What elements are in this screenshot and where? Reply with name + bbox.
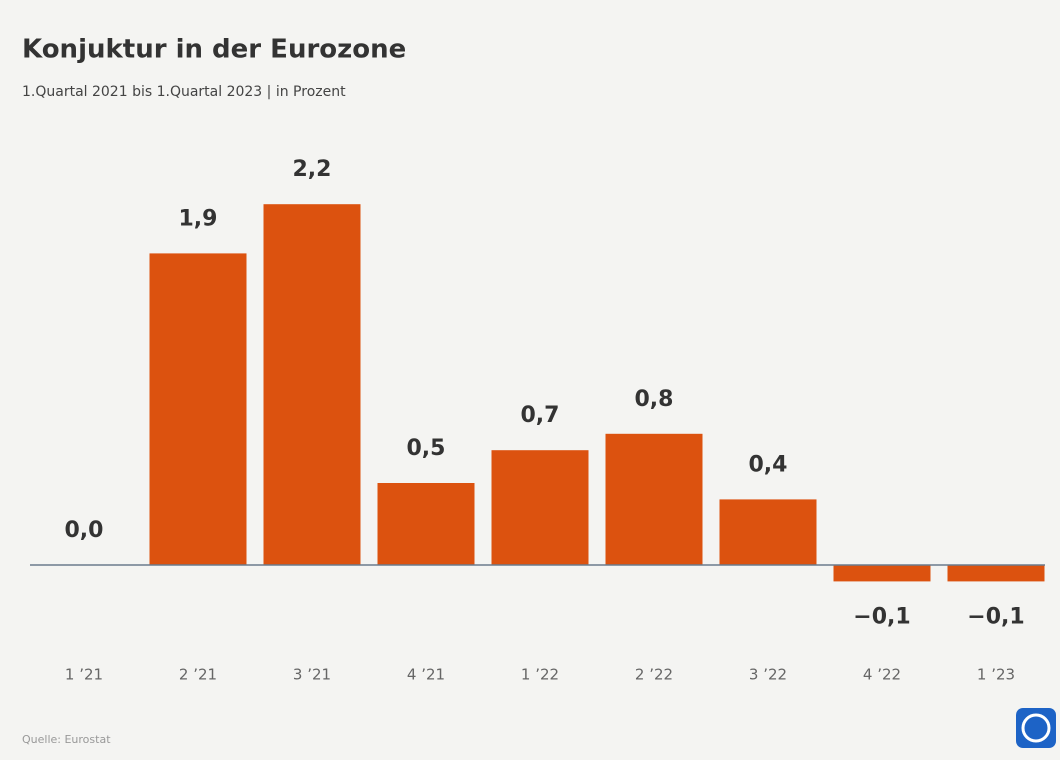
x-tick-label: 4 ’21: [407, 666, 445, 684]
x-tick-label: 1 ’21: [65, 666, 103, 684]
bar: [947, 565, 1045, 582]
value-label: −0,1: [967, 604, 1024, 629]
source: Quelle: Eurostat: [22, 733, 111, 746]
x-tick-label: 1 ’22: [521, 666, 559, 684]
bar: [377, 483, 475, 565]
x-tick-label: 3 ’22: [749, 666, 787, 684]
bar: [263, 204, 361, 565]
x-tick-label: 4 ’22: [863, 666, 901, 684]
bar: [833, 565, 931, 582]
bar: [605, 433, 703, 565]
chart-subtitle: 1.Quartal 2021 bis 1.Quartal 2023 | in P…: [22, 84, 346, 100]
value-label: 2,2: [293, 157, 332, 182]
x-tick-label: 2 ’22: [635, 666, 673, 684]
bar: [719, 499, 817, 565]
x-tick-label: 1 ’23: [977, 666, 1015, 684]
value-label: −0,1: [853, 604, 910, 629]
bar: [491, 450, 589, 565]
chart-title: Konjuktur in der Eurozone: [22, 35, 406, 65]
value-label: 0,0: [65, 518, 104, 543]
x-tick-label: 2 ’21: [179, 666, 217, 684]
value-label: 0,8: [635, 387, 674, 412]
x-tick-label: 3 ’21: [293, 666, 331, 684]
value-label: 0,5: [407, 436, 446, 461]
bar: [149, 253, 247, 565]
value-label: 1,9: [179, 206, 218, 231]
value-label: 0,7: [521, 403, 560, 428]
value-label: 0,4: [749, 452, 788, 477]
logo: [1016, 708, 1056, 748]
